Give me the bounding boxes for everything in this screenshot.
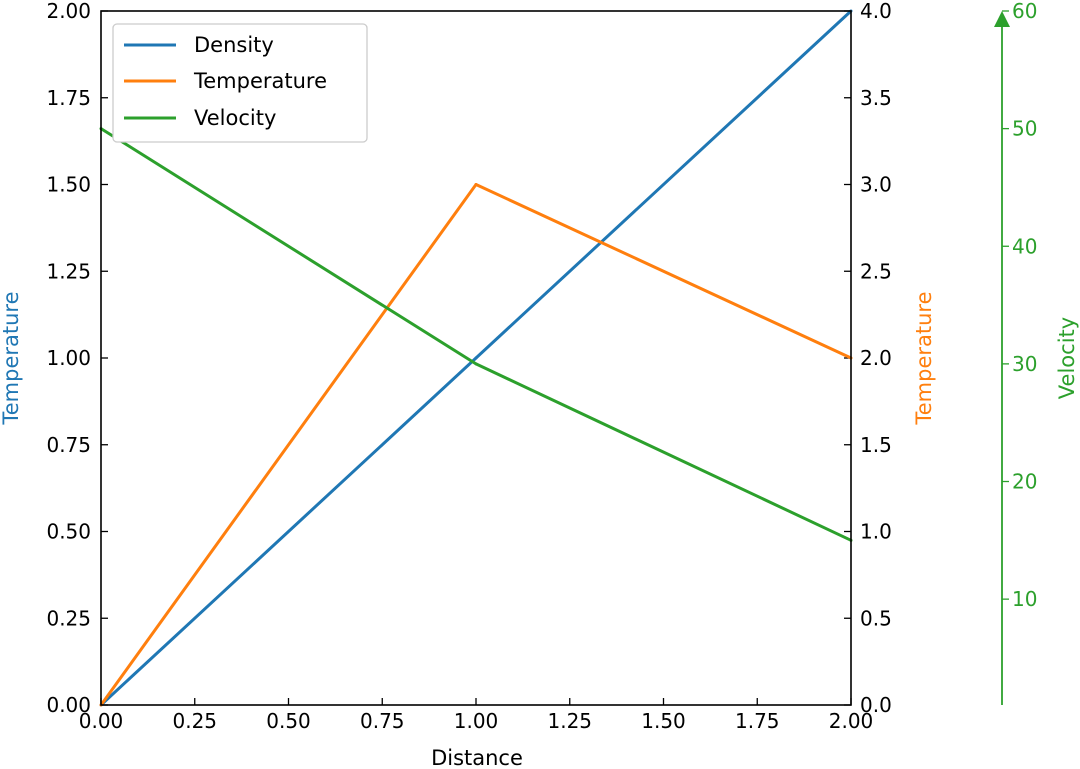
left-tick-label: 0.25 [46,606,91,630]
x-axis-ticks: 0.00 0.25 0.50 0.75 1.00 1.25 1.50 1.75 2.00 [79,698,874,733]
left-axis-label: Temperature [0,291,23,425]
series-lines [99,9,853,707]
data-point-density [474,356,478,360]
x-tick-label: 0.75 [360,709,405,733]
right-tick-label: 3.5 [860,86,892,110]
left-tick-label: 0.50 [46,520,91,544]
x-tick-label: 1.00 [454,709,499,733]
velocity-tick-label: 50 [1012,117,1037,141]
velocity-tick-label: 40 [1012,234,1037,258]
left-tick-label: 1.50 [46,173,91,197]
velocity-axis-arrow [994,11,1010,27]
velocity-tick-label: 20 [1012,470,1037,494]
left-tick-label: 0.00 [46,693,91,717]
legend-label-velocity: Velocity [194,106,276,130]
right-tick-label: 0.0 [860,693,892,717]
right-tick-label: 3.0 [860,173,892,197]
x-tick-label: 2.00 [829,709,874,733]
x-tick-label: 1.75 [735,709,780,733]
right-tick-label: 1.0 [860,520,892,544]
right-tick-label: 2.5 [860,259,892,283]
x-tick-label: 0.50 [266,709,311,733]
series-line-velocity [100,127,852,542]
x-axis-label: Distance [431,746,523,769]
legend-box [112,23,368,143]
series-line-temperature [99,183,852,706]
left-tick-label: 0.75 [46,433,91,457]
velocity-tick-label: 30 [1012,352,1037,376]
legend-label-temperature: Temperature [193,69,327,93]
right-axis-label: Temperature [912,291,936,425]
x-tick-label: 0.00 [79,709,124,733]
right-tick-label: 4.0 [860,0,892,23]
velocity-axis: 10 20 30 40 50 60 [994,0,1037,705]
legend: Density Temperature Velocity [112,23,368,143]
velocity-tick-label: 60 [1012,0,1037,23]
right-tick-label: 0.5 [860,606,892,630]
right-axis-ticks: 0.0 0.5 1.0 1.5 2.0 2.5 3.0 3.5 4.0 [844,0,892,717]
plot-frame [100,10,852,706]
velocity-tick-label: 10 [1012,587,1037,611]
velocity-axis-label: Velocity [1055,317,1079,399]
left-tick-label: 1.75 [46,86,91,110]
legend-label-density: Density [194,33,274,57]
x-tick-label: 1.50 [641,709,686,733]
left-tick-label: 1.25 [46,259,91,283]
left-axis-ticks: 0.00 0.25 0.50 0.75 1.00 1.25 1.50 1.75 2.00 [46,0,108,717]
data-point-velocity [474,362,478,366]
right-tick-label: 2.0 [860,346,892,370]
x-tick-label: 1.25 [547,709,592,733]
left-tick-label: 1.00 [46,346,91,370]
x-tick-label: 0.25 [172,709,217,733]
left-tick-label: 2.00 [46,0,91,23]
data-point-temperature [474,183,478,186]
right-tick-label: 1.5 [860,433,892,457]
